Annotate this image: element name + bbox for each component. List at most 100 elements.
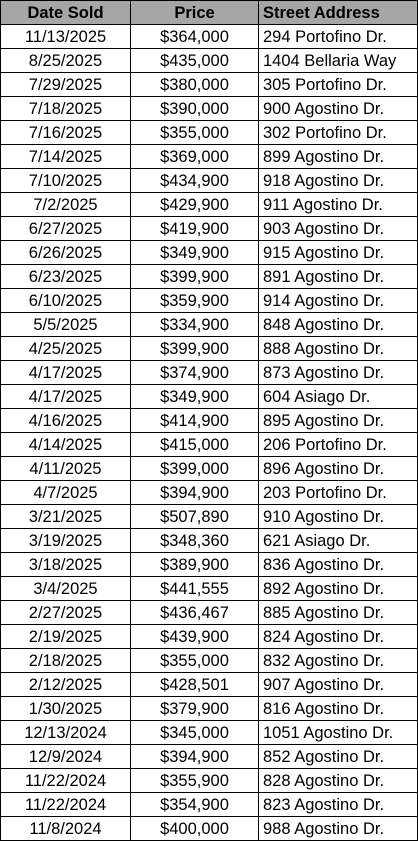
date-sold-cell: 7/2/2025 <box>0 192 131 217</box>
date-sold-cell: 4/25/2025 <box>0 336 131 361</box>
table-row: 7/18/2025 $390,000 900 Agostino Dr. <box>0 96 418 121</box>
table-row: 11/13/2025 $364,000 294 Portofino Dr. <box>0 24 418 49</box>
date-sold-cell: 4/7/2025 <box>0 480 131 505</box>
table-row: 12/13/2024 $345,000 1051 Agostino Dr. <box>0 720 418 745</box>
street-address-cell: 1051 Agostino Dr. <box>258 720 418 745</box>
table-row: 12/9/2024 $394,900 852 Agostino Dr. <box>0 744 418 769</box>
street-address-cell: 988 Agostino Dr. <box>258 816 418 841</box>
price-cell: $369,000 <box>130 144 259 169</box>
date-sold-cell: 4/11/2025 <box>0 456 131 481</box>
date-sold-cell: 11/8/2024 <box>0 816 131 841</box>
date-sold-cell: 3/21/2025 <box>0 504 131 529</box>
price-cell: $428,501 <box>130 672 259 697</box>
street-address-cell: 910 Agostino Dr. <box>258 504 418 529</box>
table-row: 4/17/2025 $349,900 604 Asiago Dr. <box>0 384 418 409</box>
table-row: 7/2/2025 $429,900 911 Agostino Dr. <box>0 192 418 217</box>
table-row: 7/29/2025 $380,000 305 Portofino Dr. <box>0 72 418 97</box>
price-cell: $380,000 <box>130 72 259 97</box>
date-sold-cell: 6/23/2025 <box>0 264 131 289</box>
date-sold-cell: 7/18/2025 <box>0 96 131 121</box>
street-address-cell: 604 Asiago Dr. <box>258 384 418 409</box>
street-address-cell: 896 Agostino Dr. <box>258 456 418 481</box>
street-address-cell: 885 Agostino Dr. <box>258 600 418 625</box>
street-address-cell: 302 Portofino Dr. <box>258 120 418 145</box>
table-row: 2/12/2025 $428,501 907 Agostino Dr. <box>0 672 418 697</box>
date-sold-cell: 7/14/2025 <box>0 144 131 169</box>
table-row: 5/5/2025 $334,900 848 Agostino Dr. <box>0 312 418 337</box>
table-row: 3/18/2025 $389,900 836 Agostino Dr. <box>0 552 418 577</box>
table-row: 3/4/2025 $441,555 892 Agostino Dr. <box>0 576 418 601</box>
header-date-sold: Date Sold <box>0 0 131 25</box>
table-row: 3/19/2025 $348,360 621 Asiago Dr. <box>0 528 418 553</box>
street-address-cell: 907 Agostino Dr. <box>258 672 418 697</box>
price-cell: $400,000 <box>130 816 259 841</box>
price-cell: $436,467 <box>130 600 259 625</box>
street-address-cell: 911 Agostino Dr. <box>258 192 418 217</box>
price-cell: $345,000 <box>130 720 259 745</box>
table-row: 4/16/2025 $414,900 895 Agostino Dr. <box>0 408 418 433</box>
date-sold-cell: 2/27/2025 <box>0 600 131 625</box>
date-sold-cell: 3/18/2025 <box>0 552 131 577</box>
header-price: Price <box>130 0 259 25</box>
street-address-cell: 918 Agostino Dr. <box>258 168 418 193</box>
street-address-cell: 203 Portofino Dr. <box>258 480 418 505</box>
street-address-cell: 1404 Bellaria Way <box>258 48 418 73</box>
price-cell: $334,900 <box>130 312 259 337</box>
date-sold-cell: 7/16/2025 <box>0 120 131 145</box>
price-cell: $354,900 <box>130 792 259 817</box>
street-address-cell: 305 Portofino Dr. <box>258 72 418 97</box>
price-cell: $435,000 <box>130 48 259 73</box>
table-row: 2/19/2025 $439,900 824 Agostino Dr. <box>0 624 418 649</box>
price-cell: $355,900 <box>130 768 259 793</box>
price-cell: $414,900 <box>130 408 259 433</box>
date-sold-cell: 4/17/2025 <box>0 360 131 385</box>
street-address-cell: 873 Agostino Dr. <box>258 360 418 385</box>
table-row: 11/22/2024 $354,900 823 Agostino Dr. <box>0 792 418 817</box>
price-cell: $364,000 <box>130 24 259 49</box>
price-cell: $441,555 <box>130 576 259 601</box>
price-cell: $355,000 <box>130 648 259 673</box>
table-row: 4/14/2025 $415,000 206 Portofino Dr. <box>0 432 418 457</box>
date-sold-cell: 12/13/2024 <box>0 720 131 745</box>
date-sold-cell: 7/29/2025 <box>0 72 131 97</box>
street-address-cell: 852 Agostino Dr. <box>258 744 418 769</box>
date-sold-cell: 6/26/2025 <box>0 240 131 265</box>
street-address-cell: 621 Asiago Dr. <box>258 528 418 553</box>
street-address-cell: 836 Agostino Dr. <box>258 552 418 577</box>
table-row: 6/10/2025 $359,900 914 Agostino Dr. <box>0 288 418 313</box>
table-row: 11/8/2024 $400,000 988 Agostino Dr. <box>0 816 418 841</box>
table-row: 4/11/2025 $399,000 896 Agostino Dr. <box>0 456 418 481</box>
price-cell: $349,900 <box>130 384 259 409</box>
price-cell: $439,900 <box>130 624 259 649</box>
table-row: 7/16/2025 $355,000 302 Portofino Dr. <box>0 120 418 145</box>
date-sold-cell: 2/12/2025 <box>0 672 131 697</box>
date-sold-cell: 2/19/2025 <box>0 624 131 649</box>
street-address-cell: 915 Agostino Dr. <box>258 240 418 265</box>
table-row: 6/27/2025 $419,900 903 Agostino Dr. <box>0 216 418 241</box>
table-row: 1/30/2025 $379,900 816 Agostino Dr. <box>0 696 418 721</box>
street-address-cell: 294 Portofino Dr. <box>258 24 418 49</box>
price-cell: $507,890 <box>130 504 259 529</box>
date-sold-cell: 11/22/2024 <box>0 792 131 817</box>
price-cell: $359,900 <box>130 288 259 313</box>
street-address-cell: 848 Agostino Dr. <box>258 312 418 337</box>
date-sold-cell: 5/5/2025 <box>0 312 131 337</box>
table-row: 6/23/2025 $399,900 891 Agostino Dr. <box>0 264 418 289</box>
table-row: 6/26/2025 $349,900 915 Agostino Dr. <box>0 240 418 265</box>
street-address-cell: 891 Agostino Dr. <box>258 264 418 289</box>
street-address-cell: 824 Agostino Dr. <box>258 624 418 649</box>
street-address-cell: 832 Agostino Dr. <box>258 648 418 673</box>
table-row: 2/18/2025 $355,000 832 Agostino Dr. <box>0 648 418 673</box>
price-cell: $348,360 <box>130 528 259 553</box>
date-sold-cell: 11/13/2025 <box>0 24 131 49</box>
date-sold-cell: 3/4/2025 <box>0 576 131 601</box>
price-cell: $419,900 <box>130 216 259 241</box>
price-cell: $394,900 <box>130 480 259 505</box>
date-sold-cell: 1/30/2025 <box>0 696 131 721</box>
date-sold-cell: 4/16/2025 <box>0 408 131 433</box>
date-sold-cell: 7/10/2025 <box>0 168 131 193</box>
street-address-cell: 828 Agostino Dr. <box>258 768 418 793</box>
price-cell: $415,000 <box>130 432 259 457</box>
street-address-cell: 914 Agostino Dr. <box>258 288 418 313</box>
